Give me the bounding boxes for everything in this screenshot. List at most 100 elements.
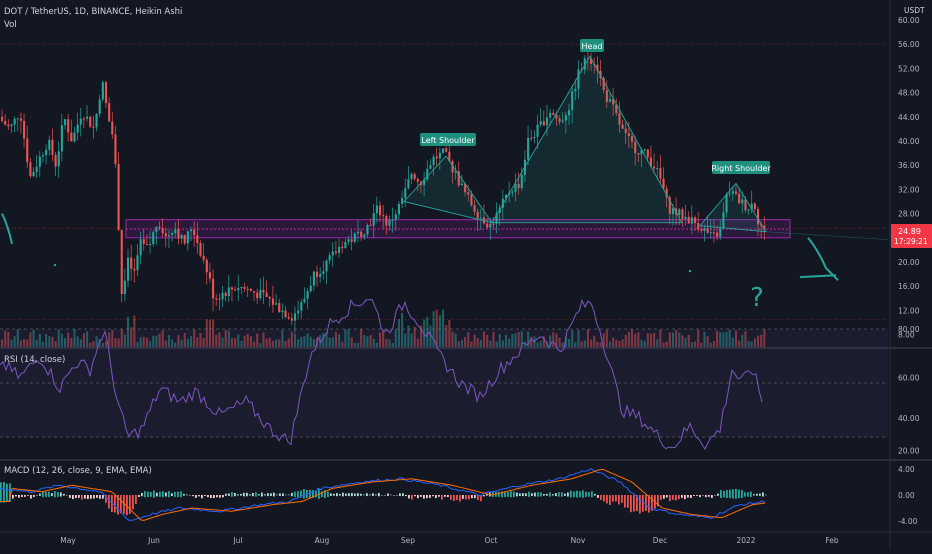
candle — [32, 167, 35, 178]
macd-histogram-bar — [210, 495, 212, 498]
candle-body — [338, 246, 341, 254]
candle-body — [687, 216, 690, 224]
macd-histogram-bar — [522, 493, 524, 497]
candle-body — [164, 233, 167, 237]
volume-bar — [624, 334, 627, 347]
volume-bar — [196, 337, 199, 347]
candle-body — [108, 103, 111, 122]
candle — [618, 101, 621, 133]
signal-line — [0, 468, 766, 521]
volume-bar — [356, 342, 360, 347]
volume-bar — [221, 337, 224, 347]
macd-histogram-bar — [534, 492, 536, 497]
macd-histogram-bar — [513, 491, 515, 498]
candle — [186, 230, 189, 251]
macd-histogram-bar — [726, 490, 728, 498]
volume-bar — [227, 330, 230, 347]
macd-histogram-bar — [540, 492, 542, 497]
volume-bar — [60, 334, 63, 347]
volume-bar — [366, 336, 369, 347]
candle-body — [649, 157, 652, 167]
volume-bar — [473, 334, 476, 347]
candle — [293, 306, 297, 333]
volume-bar — [558, 337, 561, 347]
macd-histogram-bar — [309, 489, 311, 499]
macd-histogram-bar — [150, 492, 152, 497]
candle — [577, 60, 580, 99]
candle — [634, 135, 637, 166]
symbol-title: DOT / TetherUS, 1D, BINANCE, Heikin Ashi — [4, 7, 182, 17]
candle — [259, 278, 262, 301]
candle — [79, 108, 82, 137]
candle — [23, 113, 26, 148]
candle-body — [545, 117, 549, 126]
macd-histogram-bar — [237, 494, 239, 496]
macd-histogram-bar — [345, 493, 347, 496]
candle — [319, 267, 322, 283]
macd-histogram-bar — [516, 492, 518, 497]
macd-histogram-bar — [240, 493, 242, 496]
candle-body — [51, 139, 54, 155]
volume-bar — [744, 331, 747, 347]
candle — [249, 287, 252, 292]
macd-histogram-bar — [717, 493, 719, 496]
candle — [57, 141, 60, 178]
candle-body — [564, 115, 567, 121]
macd-histogram-bar — [264, 494, 266, 496]
macd-histogram-bar — [390, 494, 392, 496]
volume-bar — [470, 341, 473, 347]
macd-histogram-bar — [579, 491, 581, 498]
price-axis[interactable]: 60.00 56.00 52.00 48.00 44.00 40.00 36.00 32.00… — [898, 16, 920, 526]
candle-body — [142, 239, 145, 244]
volume-bar — [234, 338, 237, 347]
volume-bar — [174, 342, 177, 347]
macd-histogram-bar — [669, 495, 671, 502]
candle — [511, 189, 514, 197]
macd-histogram-bar — [555, 493, 557, 497]
candle-body — [583, 58, 586, 70]
candle — [709, 219, 712, 239]
candle-body — [104, 82, 108, 104]
volume-bar — [482, 331, 486, 347]
candle-body — [161, 228, 164, 234]
candle-body — [643, 149, 646, 151]
macd-histogram-bar — [60, 492, 62, 497]
candle — [208, 262, 211, 283]
candle — [108, 97, 111, 122]
volume-bar — [341, 341, 344, 347]
volume-bar — [734, 330, 738, 347]
candle — [227, 275, 230, 303]
volume-bar — [671, 332, 675, 347]
macd-histogram-bar — [261, 492, 263, 497]
price-tick-label: 8.00 — [898, 331, 915, 340]
candle-body — [671, 208, 675, 214]
volume-bar — [54, 341, 57, 347]
volume-bar — [448, 320, 451, 347]
macd-histogram-bar — [297, 491, 299, 498]
time-axis[interactable]: May Jun Jul Aug Sep Oct Nov Dec 2022 Feb — [60, 536, 839, 545]
candle — [152, 229, 155, 247]
candle-body — [227, 287, 230, 297]
left-shoulder-label-box — [420, 133, 476, 146]
volume-bar — [586, 329, 589, 347]
macd-histogram-bar — [153, 490, 155, 498]
price-badge-countdown: 17:29:21 — [894, 237, 928, 246]
macd-histogram-bar — [465, 495, 467, 500]
macd-histogram-bar — [417, 495, 419, 499]
volume-bar — [1, 339, 4, 347]
macd-histogram-bar — [372, 493, 374, 497]
macd-histogram-bar — [198, 495, 200, 497]
candle-body — [703, 228, 706, 231]
macd-histogram-bar — [468, 495, 470, 500]
candle — [404, 178, 407, 208]
candle-body — [287, 316, 290, 319]
macd-histogram-bar — [732, 489, 734, 499]
macd-histogram-bar — [216, 495, 218, 498]
candle-body — [712, 232, 715, 234]
macd-histogram-bar — [186, 494, 188, 496]
volume-bar — [511, 334, 514, 347]
candle-body — [753, 203, 756, 210]
volume-bar — [372, 338, 375, 347]
candle — [341, 240, 344, 254]
